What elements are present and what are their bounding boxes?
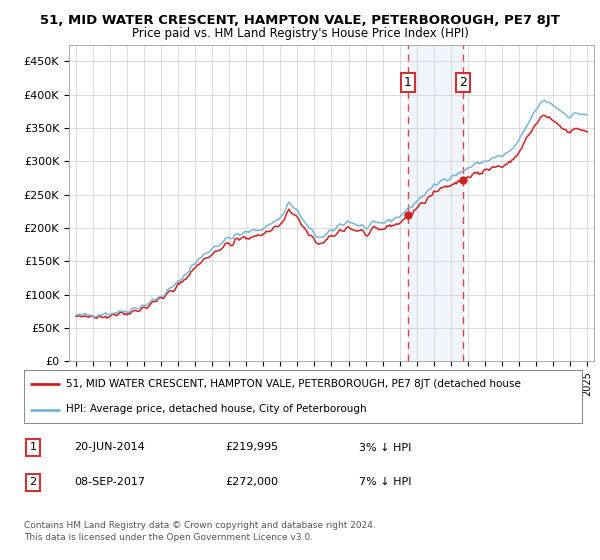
Text: 51, MID WATER CRESCENT, HAMPTON VALE, PETERBOROUGH, PE7 8JT (detached house: 51, MID WATER CRESCENT, HAMPTON VALE, PE…	[66, 380, 521, 390]
Text: £219,995: £219,995	[225, 442, 278, 452]
Text: Price paid vs. HM Land Registry's House Price Index (HPI): Price paid vs. HM Land Registry's House …	[131, 27, 469, 40]
Text: Contains HM Land Registry data © Crown copyright and database right 2024.: Contains HM Land Registry data © Crown c…	[24, 521, 376, 530]
Text: 08-SEP-2017: 08-SEP-2017	[74, 477, 145, 487]
Text: 3% ↓ HPI: 3% ↓ HPI	[359, 442, 411, 452]
Text: 7% ↓ HPI: 7% ↓ HPI	[359, 477, 412, 487]
Text: 51, MID WATER CRESCENT, HAMPTON VALE, PETERBOROUGH, PE7 8JT: 51, MID WATER CRESCENT, HAMPTON VALE, PE…	[40, 14, 560, 27]
Text: This data is licensed under the Open Government Licence v3.0.: This data is licensed under the Open Gov…	[24, 533, 313, 542]
Bar	[407, 45, 463, 361]
Text: 20-JUN-2014: 20-JUN-2014	[74, 442, 145, 452]
Text: 1: 1	[29, 442, 37, 452]
Text: £272,000: £272,000	[225, 477, 278, 487]
Text: 2: 2	[29, 477, 37, 487]
Text: 2: 2	[458, 76, 467, 89]
Text: HPI: Average price, detached house, City of Peterborough: HPI: Average price, detached house, City…	[66, 404, 367, 414]
Text: 1: 1	[404, 76, 412, 89]
